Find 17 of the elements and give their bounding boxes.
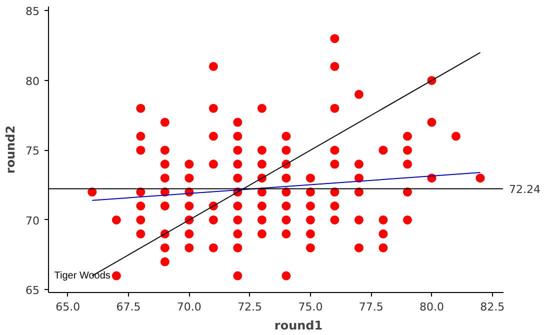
y-axis-title: round2 xyxy=(4,125,18,174)
y-tick-label: 65 xyxy=(26,284,40,298)
x-tick-label: 70.0 xyxy=(176,300,202,314)
x-tick-label: 65.0 xyxy=(56,300,80,314)
y-tick-label: 85 xyxy=(26,5,40,18)
x-tick-label: 77.5 xyxy=(358,300,384,314)
y-tick-label: 75 xyxy=(26,144,40,158)
x-tick-label: 82.5 xyxy=(480,300,505,314)
x-tick-label: 80.0 xyxy=(419,300,444,314)
x-axis-title: round1 xyxy=(274,318,323,332)
x-tick-label: 72.5 xyxy=(238,300,262,314)
annotation: Tiger Woods xyxy=(54,270,110,282)
ref-line-label: 72.24 xyxy=(509,183,541,196)
x-tick-label: 67.5 xyxy=(116,300,141,314)
y-tick-label: 80 xyxy=(26,74,40,88)
x-tick-label: 75.0 xyxy=(298,300,323,314)
y-tick-label: 70 xyxy=(26,214,40,228)
